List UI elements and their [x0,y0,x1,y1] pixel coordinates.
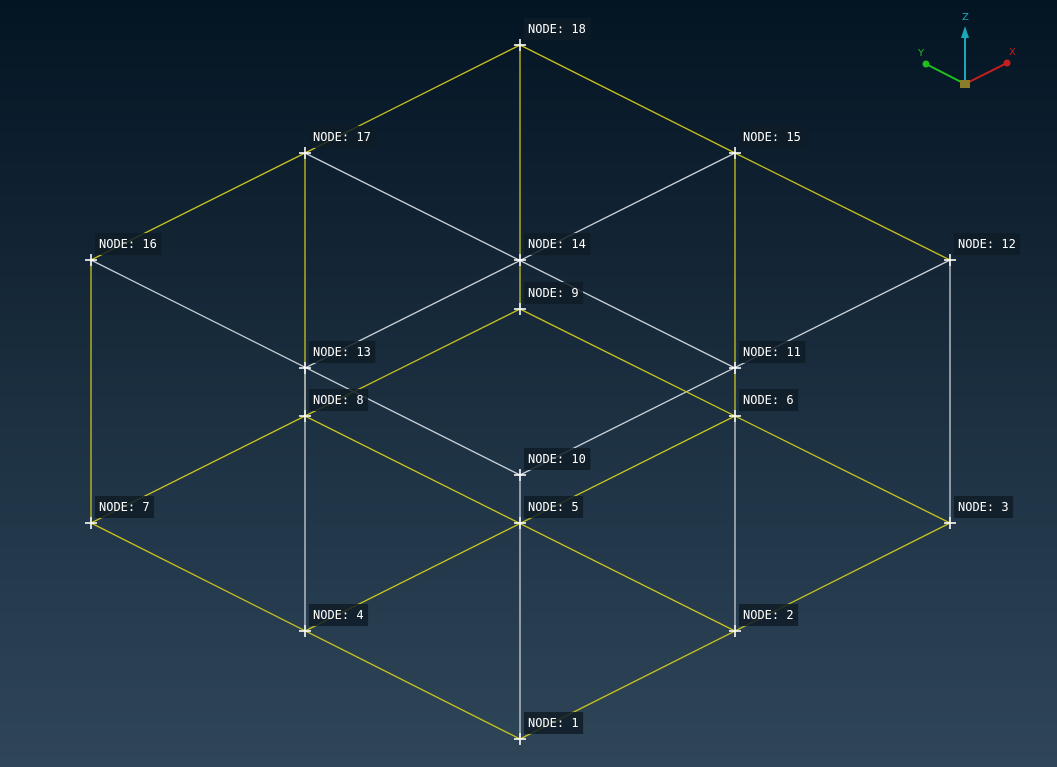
node-label-background [95,233,162,255]
node-marker-icon[interactable] [514,254,526,266]
node-label-background [739,341,806,363]
node-label: NODE: 14 [528,237,586,251]
node-label: NODE: 10 [528,452,586,466]
y-axis-icon-label: Y [917,48,925,59]
node-marker-icon[interactable] [514,39,526,51]
node-marker-icon[interactable] [299,410,311,422]
node-label-background [524,18,591,40]
nodes-layer: NODE: 1 NODE: 2 NODE: 3 NODE: 4 NODE: 5 NODE:… [85,18,1021,745]
node-label-background [524,282,584,304]
node-label-background [309,126,376,148]
node-12[interactable]: NODE: 12 [944,233,1021,266]
node-11[interactable]: NODE: 11 [729,341,806,374]
node-10[interactable]: NODE: 10 [514,448,591,481]
node-label: NODE: 15 [743,130,801,144]
edge-15-12[interactable] [734,152,951,261]
node-marker-icon[interactable] [514,469,526,481]
node-17[interactable]: NODE: 17 [299,126,376,159]
node-marker-icon[interactable] [944,254,956,266]
node-marker-icon[interactable] [729,147,741,159]
node-label: NODE: 1 [528,716,579,730]
node-label: NODE: 18 [528,22,586,36]
node-label-background [739,126,806,148]
node-5[interactable]: NODE: 5 [514,496,584,529]
node-marker-icon[interactable] [299,147,311,159]
node-label: NODE: 16 [99,237,157,251]
z-axis-icon: Z [961,12,969,84]
node-7[interactable]: NODE: 7 [85,496,155,529]
node-6[interactable]: NODE: 6 [729,389,799,422]
node-label: NODE: 5 [528,500,579,514]
node-marker-icon[interactable] [85,254,97,266]
node-label-background [524,712,584,734]
node-13[interactable]: NODE: 13 [299,341,376,374]
node-label: NODE: 8 [313,393,364,407]
node-14[interactable]: NODE: 14 [514,233,591,266]
node-label-background [309,389,369,411]
node-marker-icon[interactable] [514,733,526,745]
node-label: NODE: 12 [958,237,1016,251]
node-1[interactable]: NODE: 1 [514,712,584,745]
node-marker-icon[interactable] [299,362,311,374]
node-label-background [524,496,584,518]
node-label: NODE: 13 [313,345,371,359]
node-18[interactable]: NODE: 18 [514,18,591,51]
node-marker-icon[interactable] [729,410,741,422]
node-label-background [739,604,799,626]
node-9[interactable]: NODE: 9 [514,282,584,315]
node-15[interactable]: NODE: 15 [729,126,806,159]
node-label-background [524,233,591,255]
node-2[interactable]: NODE: 2 [729,604,799,637]
node-label-background [524,448,591,470]
node-marker-icon[interactable] [85,517,97,529]
node-label: NODE: 9 [528,286,579,300]
node-marker-icon[interactable] [299,625,311,637]
x-axis-icon: X [964,47,1016,85]
node-label-background [954,233,1021,255]
node-label-background [309,341,376,363]
node-label: NODE: 3 [958,500,1009,514]
node-marker-icon[interactable] [514,303,526,315]
node-marker-icon[interactable] [729,362,741,374]
edge-18-15[interactable] [519,44,736,154]
node-label: NODE: 6 [743,393,794,407]
node-marker-icon[interactable] [944,517,956,529]
axis-triad: X Y Z [917,12,1016,88]
node-label: NODE: 11 [743,345,801,359]
node-label: NODE: 17 [313,130,371,144]
node-label: NODE: 7 [99,500,150,514]
node-label-background [954,496,1014,518]
node-3[interactable]: NODE: 3 [944,496,1014,529]
node-label: NODE: 2 [743,608,794,622]
edges-layer [90,44,951,740]
node-8[interactable]: NODE: 8 [299,389,369,422]
node-marker-icon[interactable] [729,625,741,637]
node-label-background [739,389,799,411]
z-axis-icon-label: Z [962,12,969,23]
node-16[interactable]: NODE: 16 [85,233,162,266]
axis-origin-icon [960,80,970,88]
node-label: NODE: 4 [313,608,364,622]
x-axis-icon-label: X [1009,47,1016,58]
node-label-background [309,604,369,626]
node-label-background [95,496,155,518]
node-marker-icon[interactable] [514,517,526,529]
y-axis-icon: Y [917,48,966,85]
node-4[interactable]: NODE: 4 [299,604,369,637]
